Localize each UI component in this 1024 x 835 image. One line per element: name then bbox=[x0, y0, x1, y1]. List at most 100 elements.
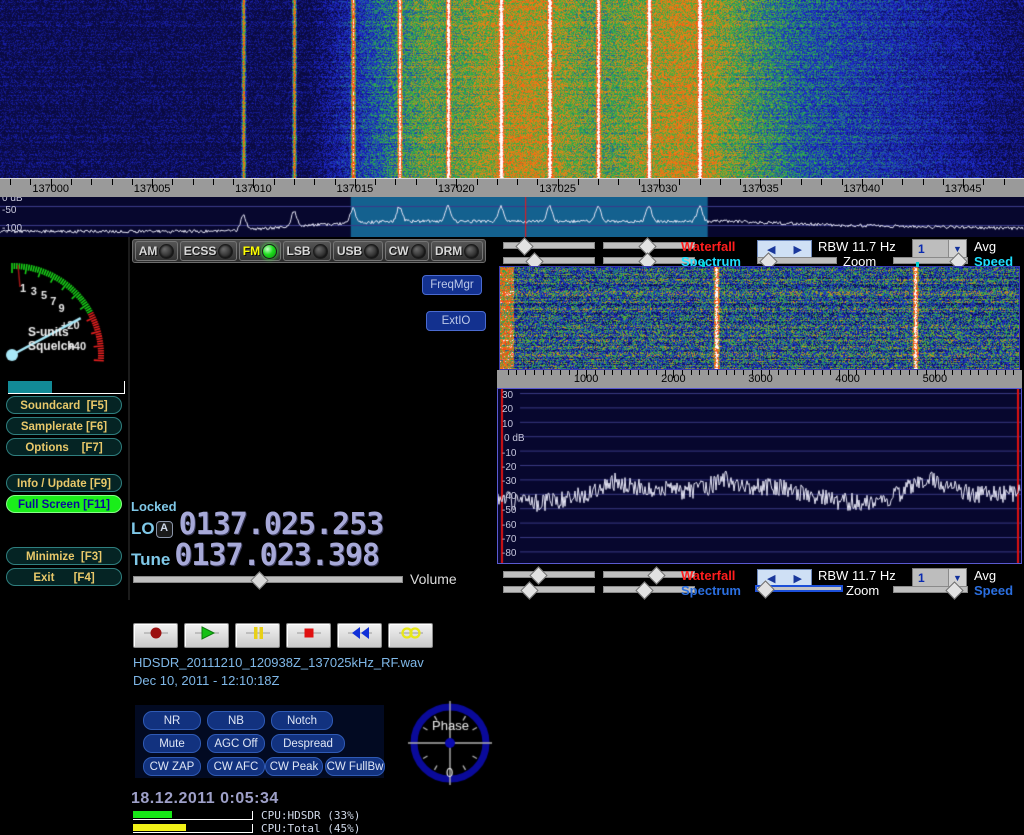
sidebar-button-0[interactable]: Soundcard [F5] bbox=[6, 396, 122, 414]
rewind-button[interactable] bbox=[337, 623, 382, 648]
mode-led-icon bbox=[159, 243, 175, 259]
af-rbw-right-arrow-icon[interactable]: ▶ bbox=[793, 572, 802, 585]
af-zoom-slider[interactable] bbox=[755, 580, 843, 599]
phase-scope-canvas[interactable] bbox=[404, 699, 496, 791]
dsp-button-notch[interactable]: Notch bbox=[271, 711, 333, 730]
dsp-button-cw-afc[interactable]: CW AFC bbox=[207, 757, 265, 776]
af-db-label: -50 bbox=[502, 505, 517, 517]
rf-ruler-minor-tick bbox=[435, 179, 437, 185]
af-ruler-minor-tick bbox=[769, 370, 771, 375]
chevron-down-icon[interactable]: ▼ bbox=[948, 240, 966, 258]
af-avg-value: 1 bbox=[918, 571, 925, 585]
af-ruler-minor-tick bbox=[995, 370, 997, 375]
lo-frequency-row[interactable]: LO A 0137.025.253 bbox=[131, 507, 385, 542]
rf-ruler-minor-tick bbox=[719, 179, 721, 185]
af-waterfall-canvas[interactable] bbox=[500, 267, 1019, 369]
phase-scope[interactable] bbox=[404, 699, 496, 791]
record-button[interactable] bbox=[133, 623, 178, 648]
rbw-right-arrow-icon[interactable]: ▶ bbox=[793, 243, 802, 256]
rf-ruler-minor-tick bbox=[212, 179, 214, 185]
af-db-label: 10 bbox=[502, 418, 514, 430]
af-ruler-minor-tick bbox=[908, 370, 910, 375]
mode-led-icon bbox=[312, 243, 328, 259]
play-button[interactable] bbox=[184, 623, 229, 648]
rf-waterfall-display[interactable] bbox=[0, 0, 1024, 178]
af-speed-slider[interactable] bbox=[893, 581, 968, 600]
rf-speed-label: Speed bbox=[974, 254, 1014, 269]
tune-frequency-value[interactable]: 0137.023.398 bbox=[174, 538, 380, 573]
rf-speed-slider[interactable] bbox=[893, 252, 968, 271]
rf-waterfall-label[interactable]: Waterfall bbox=[681, 239, 736, 254]
dsp-button-cw-fullbw[interactable]: CW FullBw bbox=[325, 757, 385, 776]
rf-zoom-slider[interactable] bbox=[757, 252, 837, 271]
mode-button-ecss[interactable]: ECSS bbox=[180, 241, 238, 261]
rbw-left-arrow-icon[interactable]: ◀ bbox=[767, 243, 776, 256]
mode-button-usb[interactable]: USB bbox=[333, 241, 383, 261]
volume-slider-thumb[interactable] bbox=[250, 571, 269, 590]
af-ruler-minor-tick bbox=[795, 370, 797, 375]
rf-frequency-ruler[interactable]: 137000 137005 137010 137015 137020 137025 1370… bbox=[0, 178, 1024, 198]
af-ruler-minor-tick bbox=[516, 370, 518, 375]
pause-button[interactable] bbox=[235, 623, 280, 648]
lo-a-badge[interactable]: A bbox=[155, 521, 173, 538]
sidebar-button-3[interactable]: Info / Update [F9] bbox=[6, 474, 122, 492]
lo-frequency-value[interactable]: 0137.025.253 bbox=[178, 507, 385, 542]
rf-ruler-tick bbox=[861, 179, 863, 188]
rf-rbw-label: RBW 11.7 Hz bbox=[818, 239, 896, 254]
volume-slider[interactable] bbox=[133, 571, 403, 590]
af-sp-contrast-slider[interactable] bbox=[503, 581, 595, 600]
rf-ruler-minor-tick bbox=[131, 179, 133, 185]
dsp-button-nb[interactable]: NB bbox=[207, 711, 265, 730]
extio-button[interactable]: ExtIO bbox=[426, 311, 486, 331]
transport-controls[interactable] bbox=[133, 623, 433, 648]
af-wf-bright-slider[interactable] bbox=[603, 566, 695, 585]
dsp-button-nr[interactable]: NR bbox=[143, 711, 201, 730]
mode-led-icon bbox=[410, 243, 426, 259]
sidebar-button-4[interactable]: Full Screen [F11] bbox=[6, 495, 122, 513]
dsp-button-cw-zap[interactable]: CW ZAP bbox=[143, 757, 201, 776]
freqmgr-button[interactable]: FreqMgr bbox=[422, 275, 482, 295]
rf-sp-contrast-slider[interactable] bbox=[503, 252, 595, 271]
rf-wf-contrast-slider[interactable] bbox=[503, 237, 595, 256]
sidebar-button-5[interactable]: Minimize [F3] bbox=[6, 547, 122, 565]
rf-waterfall-canvas[interactable] bbox=[0, 0, 1024, 178]
mode-button-fm[interactable]: FM bbox=[239, 241, 281, 261]
af-ruler-minor-tick bbox=[560, 370, 562, 375]
mode-button-am[interactable]: AM bbox=[135, 241, 179, 261]
af-spectrum-label[interactable]: Spectrum bbox=[681, 583, 741, 598]
af-sp-bright-slider[interactable] bbox=[603, 581, 695, 600]
lo-label: LO bbox=[131, 519, 155, 538]
af-waterfall-label[interactable]: Waterfall bbox=[681, 568, 736, 583]
rf-spectrum-canvas[interactable] bbox=[0, 197, 1024, 237]
cpu-hdsdr-fill bbox=[133, 811, 172, 818]
mode-button-lsb[interactable]: LSB bbox=[282, 241, 332, 261]
mode-button-drm[interactable]: DRM bbox=[431, 241, 483, 261]
squelch-bar[interactable] bbox=[8, 381, 125, 394]
sidebar-button-2[interactable]: Options [F7] bbox=[6, 438, 122, 456]
rf-spectrum-label[interactable]: Spectrum bbox=[681, 254, 741, 269]
rf-ruler-minor-tick bbox=[1003, 179, 1005, 185]
rf-spectrum-display[interactable]: 0 dB -50 -100 bbox=[0, 197, 1024, 237]
af-frequency-ruler[interactable]: 1000 2000 3000 4000 5000 bbox=[497, 370, 1022, 388]
tune-frequency-row[interactable]: Tune 0137.023.398 bbox=[131, 538, 380, 573]
dsp-button-mute[interactable]: Mute bbox=[143, 734, 201, 753]
rf-sp-bright-slider[interactable] bbox=[603, 252, 695, 271]
sidebar-button-6[interactable]: Exit [F4] bbox=[6, 568, 122, 586]
rf-wf-bright-slider[interactable] bbox=[603, 237, 695, 256]
loop-button[interactable] bbox=[388, 623, 433, 648]
af-ruler-minor-tick bbox=[812, 370, 814, 375]
mode-button-cw[interactable]: CW bbox=[384, 241, 430, 261]
dsp-button-despread[interactable]: Despread bbox=[271, 734, 345, 753]
dsp-button-agc-off[interactable]: AGC Off bbox=[207, 734, 265, 753]
af-waterfall-display[interactable] bbox=[499, 266, 1020, 370]
af-rbw-left-arrow-icon[interactable]: ◀ bbox=[767, 572, 776, 585]
af-spectrum-canvas[interactable] bbox=[498, 389, 1021, 563]
mode-selector[interactable]: AM ECSS FM LSB USB CW DRM bbox=[132, 239, 486, 263]
dsp-button-cw-peak[interactable]: CW Peak bbox=[265, 757, 323, 776]
af-wf-contrast-slider[interactable] bbox=[503, 566, 595, 585]
rf-ruler-label: 137045 bbox=[944, 183, 982, 195]
stop-button[interactable] bbox=[286, 623, 331, 648]
rf-ruler-minor-tick bbox=[679, 179, 681, 185]
af-spectrum-display[interactable] bbox=[497, 388, 1022, 564]
sidebar-button-1[interactable]: Samplerate [F6] bbox=[6, 417, 122, 435]
